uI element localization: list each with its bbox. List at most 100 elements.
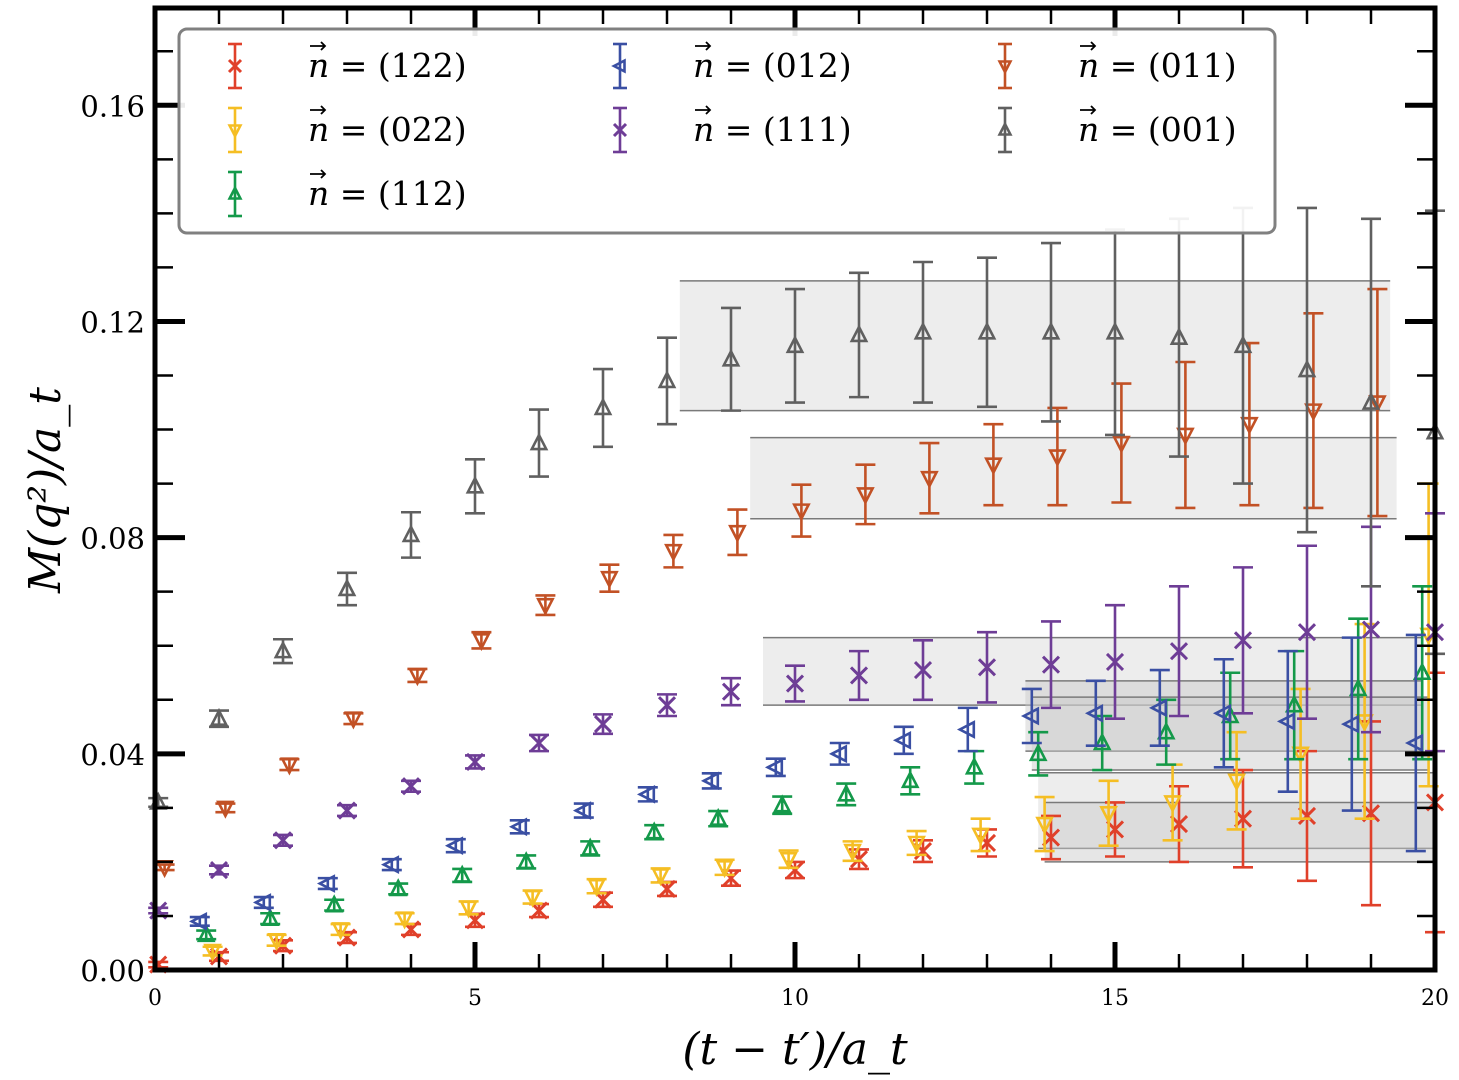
marker-triangle-down bbox=[459, 900, 478, 919]
data-point bbox=[324, 894, 345, 913]
marker-triangle-left bbox=[764, 758, 784, 777]
legend-label-vector: n bbox=[1078, 46, 1099, 85]
vector-arrow-icon bbox=[310, 105, 327, 115]
marker-triangle-left bbox=[1340, 714, 1360, 734]
marker-triangle-up bbox=[657, 370, 677, 389]
data-point bbox=[394, 911, 415, 930]
data-point bbox=[764, 757, 786, 778]
marker-cross bbox=[977, 658, 997, 677]
data-point bbox=[900, 766, 921, 796]
legend-label: n = (111) bbox=[693, 110, 852, 149]
data-point bbox=[772, 794, 793, 816]
data-point bbox=[388, 878, 409, 897]
data-point bbox=[650, 867, 671, 887]
data-point bbox=[1034, 795, 1055, 853]
marker-triangle-up bbox=[644, 821, 664, 840]
legend-label-value: = (012) bbox=[714, 46, 851, 85]
data-point bbox=[572, 801, 594, 820]
x-axis-label: (t − t′)/a_t bbox=[682, 1024, 908, 1075]
marker-triangle-left bbox=[1212, 703, 1232, 723]
legend-entry: n = (112) bbox=[227, 169, 467, 218]
series-3 bbox=[188, 633, 1426, 931]
fit-band bbox=[763, 637, 1423, 706]
marker-triangle-down bbox=[472, 633, 491, 652]
data-point bbox=[1239, 341, 1260, 507]
data-point bbox=[977, 256, 997, 409]
data-point bbox=[849, 649, 869, 702]
marker-triangle-down bbox=[1112, 435, 1131, 454]
marker-triangle-down bbox=[216, 800, 235, 819]
data-point bbox=[1105, 603, 1125, 720]
x-tick-label: 15 bbox=[1101, 986, 1129, 1011]
data-point bbox=[913, 260, 933, 404]
data-point bbox=[657, 336, 677, 426]
marker-triangle-up bbox=[772, 794, 792, 813]
data-point bbox=[465, 457, 485, 515]
marker-triangle-up bbox=[1028, 742, 1048, 762]
marker-triangle-down bbox=[1240, 416, 1259, 435]
marker-cross bbox=[849, 666, 869, 685]
marker-triangle-up bbox=[516, 851, 536, 870]
legend-label-value: = (001) bbox=[1099, 110, 1236, 149]
marker-triangle-up bbox=[209, 707, 229, 726]
marker-triangle-down bbox=[1355, 714, 1374, 733]
marker-triangle-left bbox=[316, 874, 336, 893]
legend-label: n = (012) bbox=[693, 46, 852, 85]
legend-entry: n = (012) bbox=[611, 41, 852, 90]
marker-triangle-down bbox=[331, 922, 350, 941]
ticks bbox=[152, 8, 1438, 973]
data-point bbox=[956, 706, 978, 753]
marker-triangle-down bbox=[395, 911, 414, 930]
data-point bbox=[657, 693, 677, 718]
data-point bbox=[836, 782, 857, 807]
marker-triangle-down bbox=[536, 597, 555, 617]
series-1 bbox=[202, 482, 1439, 962]
data-point bbox=[828, 741, 850, 766]
series-2 bbox=[196, 584, 1433, 943]
legend-label-vector: n bbox=[308, 174, 329, 213]
marker-triangle-down bbox=[1048, 449, 1067, 468]
data-point bbox=[380, 855, 402, 874]
data-point bbox=[714, 858, 735, 879]
marker-triangle-left bbox=[252, 893, 272, 912]
marker-triangle-up bbox=[260, 907, 280, 926]
marker-cross bbox=[1041, 655, 1061, 674]
marker-triangle-up bbox=[849, 324, 869, 343]
marker-triangle-left bbox=[1020, 706, 1040, 726]
data-point bbox=[849, 271, 869, 399]
marker-triangle-down bbox=[1291, 746, 1310, 765]
marker-triangle-left bbox=[636, 785, 656, 804]
marker-triangle-down bbox=[1227, 773, 1246, 792]
legend-marker-icon bbox=[227, 185, 243, 200]
marker-triangle-left bbox=[892, 730, 912, 750]
data-point bbox=[1020, 687, 1042, 745]
data-point bbox=[1148, 668, 1170, 748]
marker-triangle-down bbox=[1368, 395, 1387, 414]
data-point bbox=[785, 287, 805, 404]
data-point bbox=[855, 463, 876, 526]
marker-triangle-down bbox=[664, 543, 683, 562]
marker-cross bbox=[465, 752, 485, 771]
legend-label-value: = (111) bbox=[714, 110, 851, 149]
marker-triangle-left bbox=[1404, 733, 1424, 753]
marker-triangle-down bbox=[715, 860, 734, 879]
legend-marker-icon bbox=[227, 124, 243, 139]
fit-bands bbox=[679, 280, 1435, 863]
y-tick-label: 0.08 bbox=[80, 522, 145, 556]
vector-arrow-icon bbox=[310, 41, 327, 51]
marker-triangle-up bbox=[785, 334, 805, 354]
data-point bbox=[700, 771, 722, 791]
data-point bbox=[196, 924, 217, 943]
vector-arrow-icon bbox=[310, 169, 327, 179]
marker-triangle-down bbox=[1163, 795, 1182, 814]
marker-triangle-up bbox=[1284, 694, 1304, 713]
marker-triangle-left bbox=[380, 855, 400, 874]
marker-triangle-up bbox=[1361, 391, 1381, 410]
marker-triangle-up bbox=[900, 770, 920, 789]
data-point bbox=[316, 874, 338, 893]
marker-cross bbox=[785, 674, 805, 693]
data-point bbox=[1404, 633, 1426, 853]
y-tick-label: 0.16 bbox=[80, 89, 145, 123]
marker-triangle-down bbox=[779, 851, 798, 871]
